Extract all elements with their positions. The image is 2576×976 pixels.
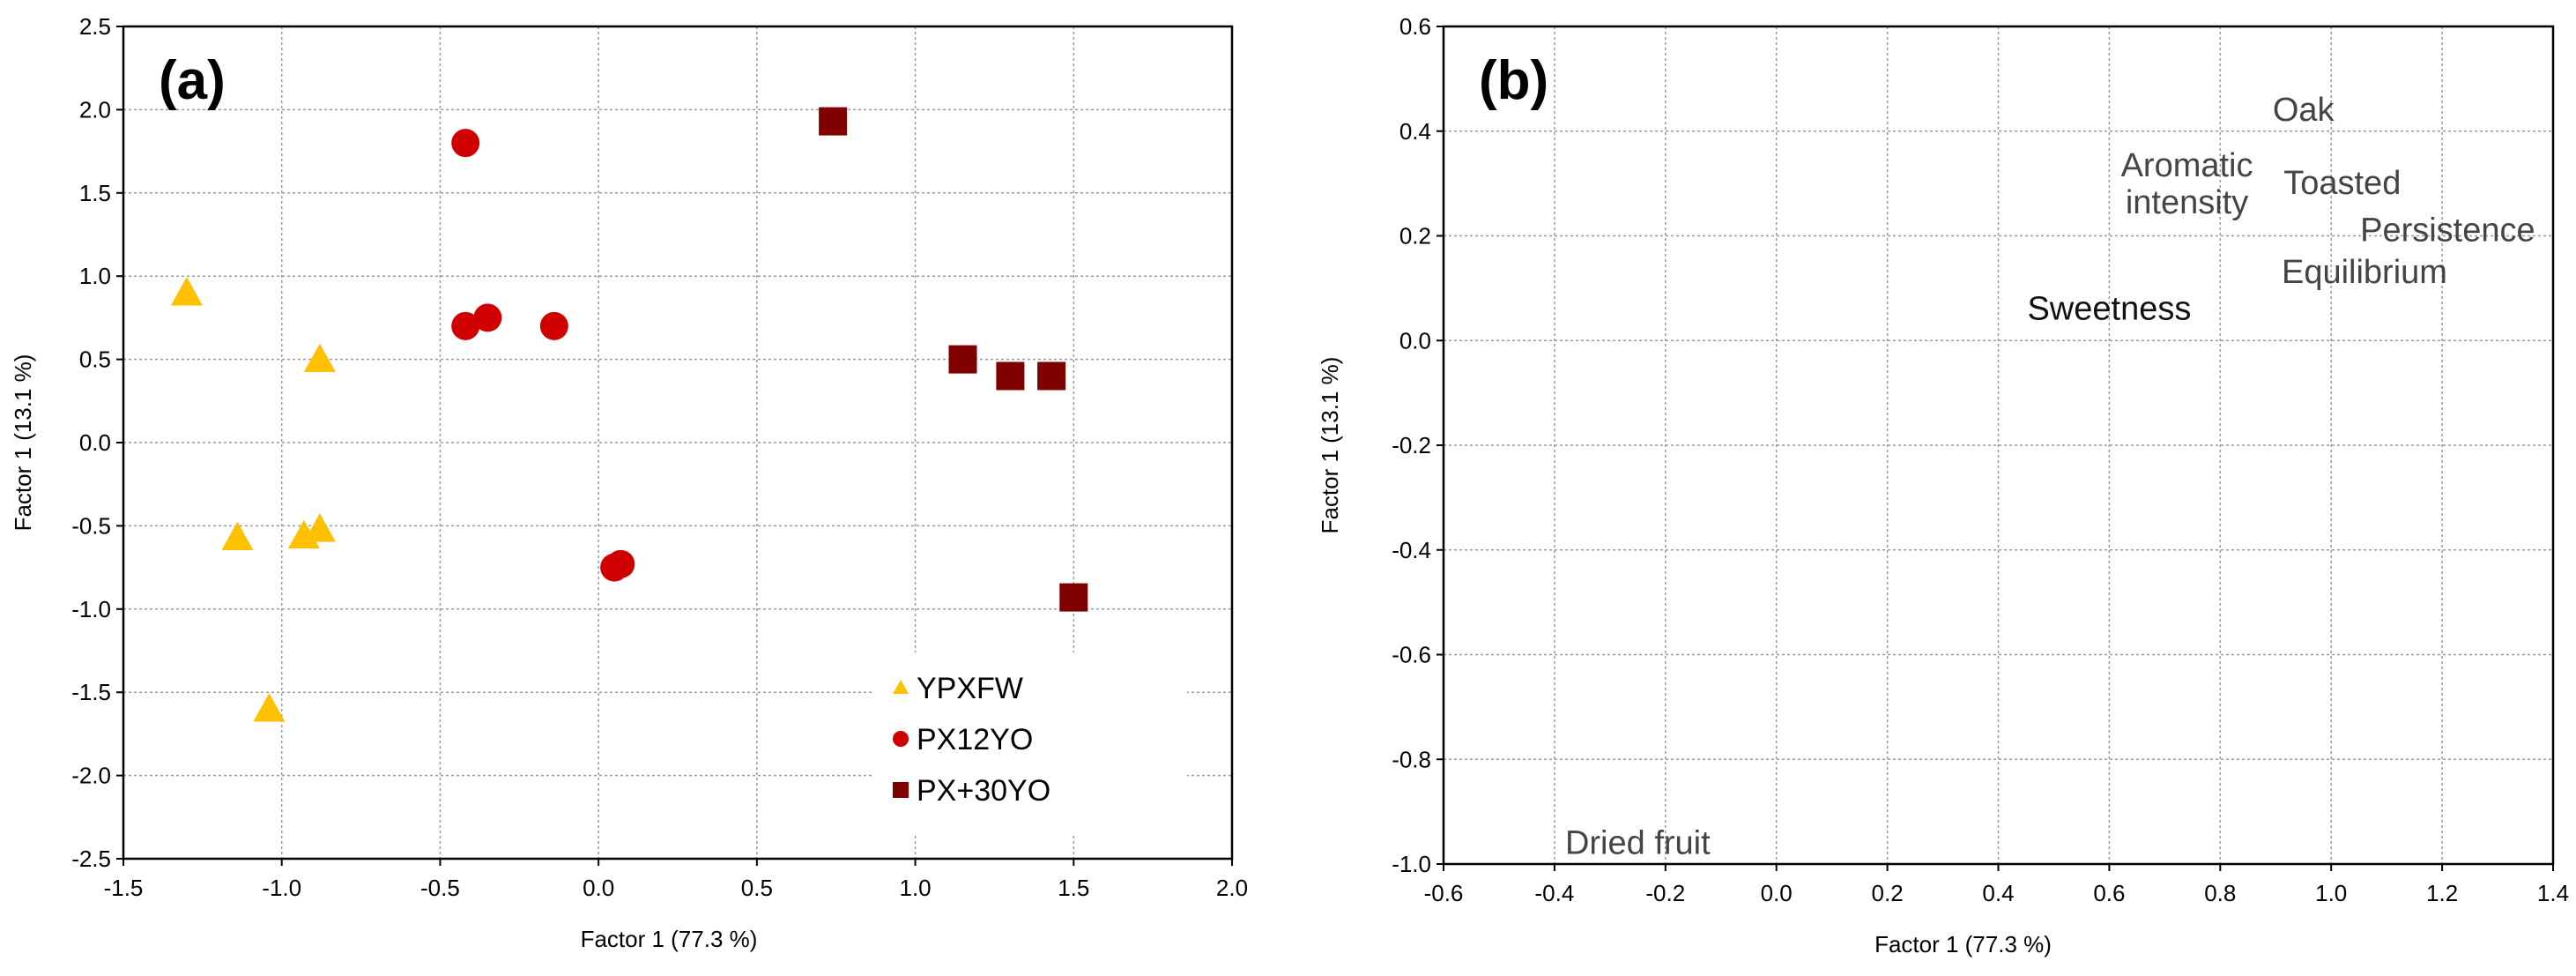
data-point-PX12YO bbox=[539, 311, 568, 340]
plot-frame bbox=[122, 25, 1234, 861]
plot-frame bbox=[1442, 25, 2555, 866]
data-point-YPXFW bbox=[303, 513, 336, 542]
variable-label-line: Toasted bbox=[2283, 165, 2401, 202]
variable-label: Equilibrium bbox=[2282, 254, 2447, 291]
x-tick-label: 1.0 bbox=[899, 875, 931, 901]
x-tick-label: 0.0 bbox=[583, 875, 614, 901]
x-tick-label: 0.5 bbox=[741, 875, 773, 901]
y-tick-label: 0.0 bbox=[79, 429, 111, 456]
y-tick-label: -1.5 bbox=[71, 679, 111, 705]
x-tick-label: 1.0 bbox=[2315, 880, 2347, 906]
panel-label: (b) bbox=[1479, 50, 1548, 111]
y-tick-label: 2.0 bbox=[79, 96, 111, 123]
y-tick-label: -0.2 bbox=[1392, 432, 1431, 458]
y-tick-label: -1.0 bbox=[71, 596, 111, 622]
data-point-YPXFW bbox=[170, 277, 203, 306]
chart-panel-b: -0.6 -0.4 -0.2 0.0 0.2 0.4 0.6 0.8 1.0 1.2 1.4 0.6 0… bbox=[1317, 13, 2569, 957]
x-tick-label: 1.5 bbox=[1058, 875, 1089, 901]
x-axis-label: Factor 1 (77.3 %) bbox=[581, 926, 758, 952]
x-tick-label: 0.8 bbox=[2204, 880, 2236, 906]
data-point-PX+30YO bbox=[948, 345, 977, 374]
variable-label-line: Aromatic bbox=[2121, 147, 2253, 184]
y-tick-label: 0.6 bbox=[1399, 13, 1431, 40]
y-tick-label: -2.5 bbox=[71, 846, 111, 872]
legend-box bbox=[874, 652, 1187, 833]
y-tick-label: -0.6 bbox=[1392, 642, 1431, 668]
y-tick-label: -1.0 bbox=[1392, 851, 1431, 877]
y-axis-label: Factor 1 (13.1 %) bbox=[1317, 357, 1343, 534]
y-tick-label: -2.0 bbox=[71, 763, 111, 789]
x-tick-label: -0.6 bbox=[1424, 880, 1464, 906]
x-tick-label: 2.0 bbox=[1216, 875, 1248, 901]
x-tick-label: 0.4 bbox=[1982, 880, 2014, 906]
variable-label: Sweetness bbox=[2027, 291, 2191, 328]
legend-marker-PX+30YO bbox=[893, 782, 909, 798]
y-tick-label: 0.5 bbox=[79, 346, 111, 373]
y-tick-label: 0.0 bbox=[1399, 327, 1431, 354]
variable-label-line: Dried fruit bbox=[1565, 824, 1711, 861]
x-axis-label: Factor 1 (77.3 %) bbox=[1874, 931, 2052, 957]
y-tick-label: 0.2 bbox=[1399, 223, 1431, 250]
x-tick-label: 0.2 bbox=[1872, 880, 1904, 906]
legend-label-YPXFW: YPXFW bbox=[917, 672, 1023, 705]
legend-label-PX12YO: PX12YO bbox=[917, 723, 1033, 756]
variable-label-line: Persistence bbox=[2360, 212, 2535, 250]
data-point-YPXFW bbox=[303, 343, 336, 372]
data-point-PX+30YO bbox=[996, 361, 1025, 391]
x-tick-label: 0.6 bbox=[2093, 880, 2125, 906]
x-tick-label: -1.5 bbox=[104, 875, 144, 901]
data-point-PX+30YO bbox=[1037, 361, 1066, 391]
variable-label: Aromatic intensity bbox=[2121, 147, 2253, 221]
x-tick-label: -1.0 bbox=[262, 875, 301, 901]
y-tick-label: 1.5 bbox=[79, 180, 111, 206]
data-point-PX12YO bbox=[606, 549, 635, 578]
data-point-YPXFW bbox=[221, 521, 254, 551]
x-tick-label: 0.0 bbox=[1761, 880, 1793, 906]
x-tick-label: 1.2 bbox=[2426, 880, 2458, 906]
data-point-PX12YO bbox=[451, 311, 480, 340]
y-tick-label: -0.8 bbox=[1392, 746, 1431, 772]
variable-label-line: Oak bbox=[2273, 92, 2335, 129]
legend-label-PX+30YO: PX+30YO bbox=[917, 774, 1050, 808]
variable-label-line: intensity bbox=[2126, 184, 2248, 221]
x-tick-label: -0.5 bbox=[420, 875, 460, 901]
chart-panel-a: -1.5 -1.0 -0.5 0.0 0.5 1.0 1.5 2.0 2.5 2.0 1.5 1.0 0… bbox=[10, 13, 1248, 952]
y-tick-label: 0.4 bbox=[1399, 118, 1431, 145]
variable-label: Persistence bbox=[2360, 212, 2535, 250]
y-tick-label: -0.4 bbox=[1392, 537, 1431, 563]
data-point-YPXFW bbox=[253, 693, 286, 722]
legend-marker-YPXFW bbox=[893, 680, 909, 694]
data-point-PX12YO bbox=[473, 303, 502, 332]
data-point-PX+30YO bbox=[1059, 583, 1088, 612]
data-point-PX12YO bbox=[451, 129, 480, 158]
panel-label: (a) bbox=[159, 50, 226, 111]
data-point-PX+30YO bbox=[819, 107, 848, 136]
x-tick-label: -0.4 bbox=[1534, 880, 1574, 906]
variable-label-line: Equilibrium bbox=[2282, 254, 2447, 291]
legend-marker-PX12YO bbox=[893, 731, 909, 747]
variable-label: Toasted bbox=[2283, 165, 2401, 202]
x-tick-label: -0.2 bbox=[1645, 880, 1685, 906]
y-tick-label: 1.0 bbox=[79, 263, 111, 289]
y-tick-label: -0.5 bbox=[71, 512, 111, 539]
y-tick-label: 2.5 bbox=[79, 13, 111, 40]
variable-label: Oak bbox=[2273, 92, 2335, 129]
variable-label-line: Sweetness bbox=[2027, 291, 2191, 328]
x-tick-label: 1.4 bbox=[2537, 880, 2569, 906]
variable-label: Dried fruit bbox=[1565, 824, 1711, 861]
y-axis-label: Factor 1 (13.1 %) bbox=[10, 354, 36, 532]
